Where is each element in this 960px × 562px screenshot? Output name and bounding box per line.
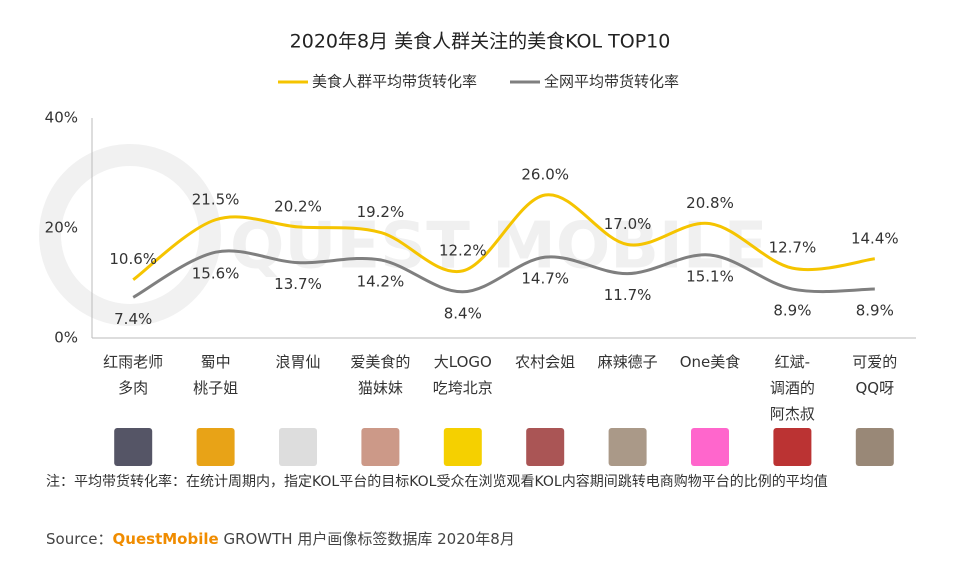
data-label: 26.0%: [521, 166, 569, 184]
data-label: 15.6%: [192, 265, 240, 283]
data-label: 17.0%: [604, 215, 652, 233]
legend-label: 全网平均带货转化率: [544, 73, 679, 91]
y-tick-label: 20%: [45, 219, 78, 237]
y-tick-label: 40%: [45, 109, 78, 127]
data-label: 20.2%: [274, 197, 322, 215]
source: Source：QuestMobile GROWTH 用户画像标签数据库 2020…: [46, 528, 515, 549]
data-label: 10.6%: [109, 250, 157, 268]
data-label: 7.4%: [114, 310, 152, 328]
x-tick-label: 蜀中 桃子姐: [193, 353, 239, 397]
source-text: GROWTH 用户画像标签数据库 2020年8月: [223, 530, 515, 548]
data-label: 15.1%: [686, 267, 734, 285]
avatar: [279, 428, 317, 466]
data-label: 14.7%: [521, 270, 569, 288]
source-prefix: Source：: [46, 530, 113, 548]
x-tick-label: 麻辣德子: [597, 353, 658, 371]
avatar: [691, 428, 729, 466]
series-line: [132, 193, 876, 281]
data-label: 20.8%: [686, 194, 734, 212]
x-tick-label: 浪胃仙: [275, 353, 321, 371]
data-label: 12.2%: [439, 241, 487, 259]
avatar: [361, 428, 400, 466]
data-label: 8.4%: [444, 304, 482, 322]
watermark: QUEST MOBILE: [230, 210, 767, 284]
x-tick-label: One美食: [679, 353, 741, 371]
x-tick-label: 爱美食的 猫妹妹: [350, 353, 411, 397]
x-tick-label: 红雨老师 多肉: [103, 353, 164, 397]
data-label: 13.7%: [274, 275, 322, 293]
x-tick-label: 大LOGO 吃垮北京: [432, 353, 493, 397]
x-tick-label: 可爱的 QQ呀: [852, 353, 898, 397]
data-label: 11.7%: [604, 286, 652, 304]
series-line: [132, 249, 875, 299]
data-label: 21.5%: [192, 190, 240, 208]
data-label: 19.2%: [357, 203, 405, 221]
avatar: [608, 428, 647, 466]
source-brand: QuestMobile: [112, 530, 219, 548]
data-label: 14.4%: [851, 229, 899, 247]
watermark-logo: [39, 144, 221, 326]
data-label: 8.9%: [856, 302, 894, 320]
avatar: [855, 428, 894, 466]
data-label: 8.9%: [773, 302, 811, 320]
data-label: 12.7%: [769, 239, 817, 257]
avatar: [196, 428, 235, 466]
y-tick-label: 0%: [54, 329, 78, 347]
avatar: [443, 428, 482, 466]
x-tick-label: 农村会姐: [515, 353, 576, 371]
data-label: 14.2%: [357, 272, 405, 290]
avatar: [773, 428, 812, 466]
chart-title: 2020年8月 美食人群关注的美食KOL TOP10: [290, 31, 671, 53]
avatar: [114, 428, 153, 466]
legend-label: 美食人群平均带货转化率: [312, 73, 477, 91]
avatar: [526, 428, 565, 466]
note: 注：平均带货转化率：在统计周期内，指定KOL平台的目标KOL受众在浏览观看KOL…: [46, 474, 828, 490]
x-tick-label: 红斌- 调酒的 阿杰叔: [769, 353, 815, 423]
